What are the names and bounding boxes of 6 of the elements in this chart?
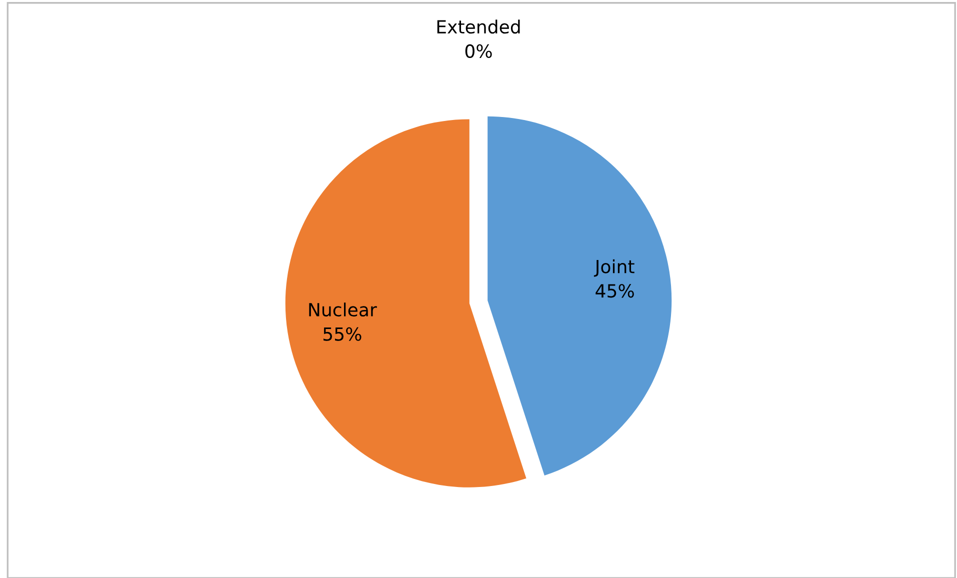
category-label: Extended — [437, 20, 520, 34]
text: 0% — [465, 44, 492, 58]
data-label: 45% — [596, 284, 634, 298]
slice-label: Nuclear — [309, 302, 377, 317]
slice-label: Joint — [594, 259, 634, 277]
data-label: 55% — [324, 327, 362, 341]
